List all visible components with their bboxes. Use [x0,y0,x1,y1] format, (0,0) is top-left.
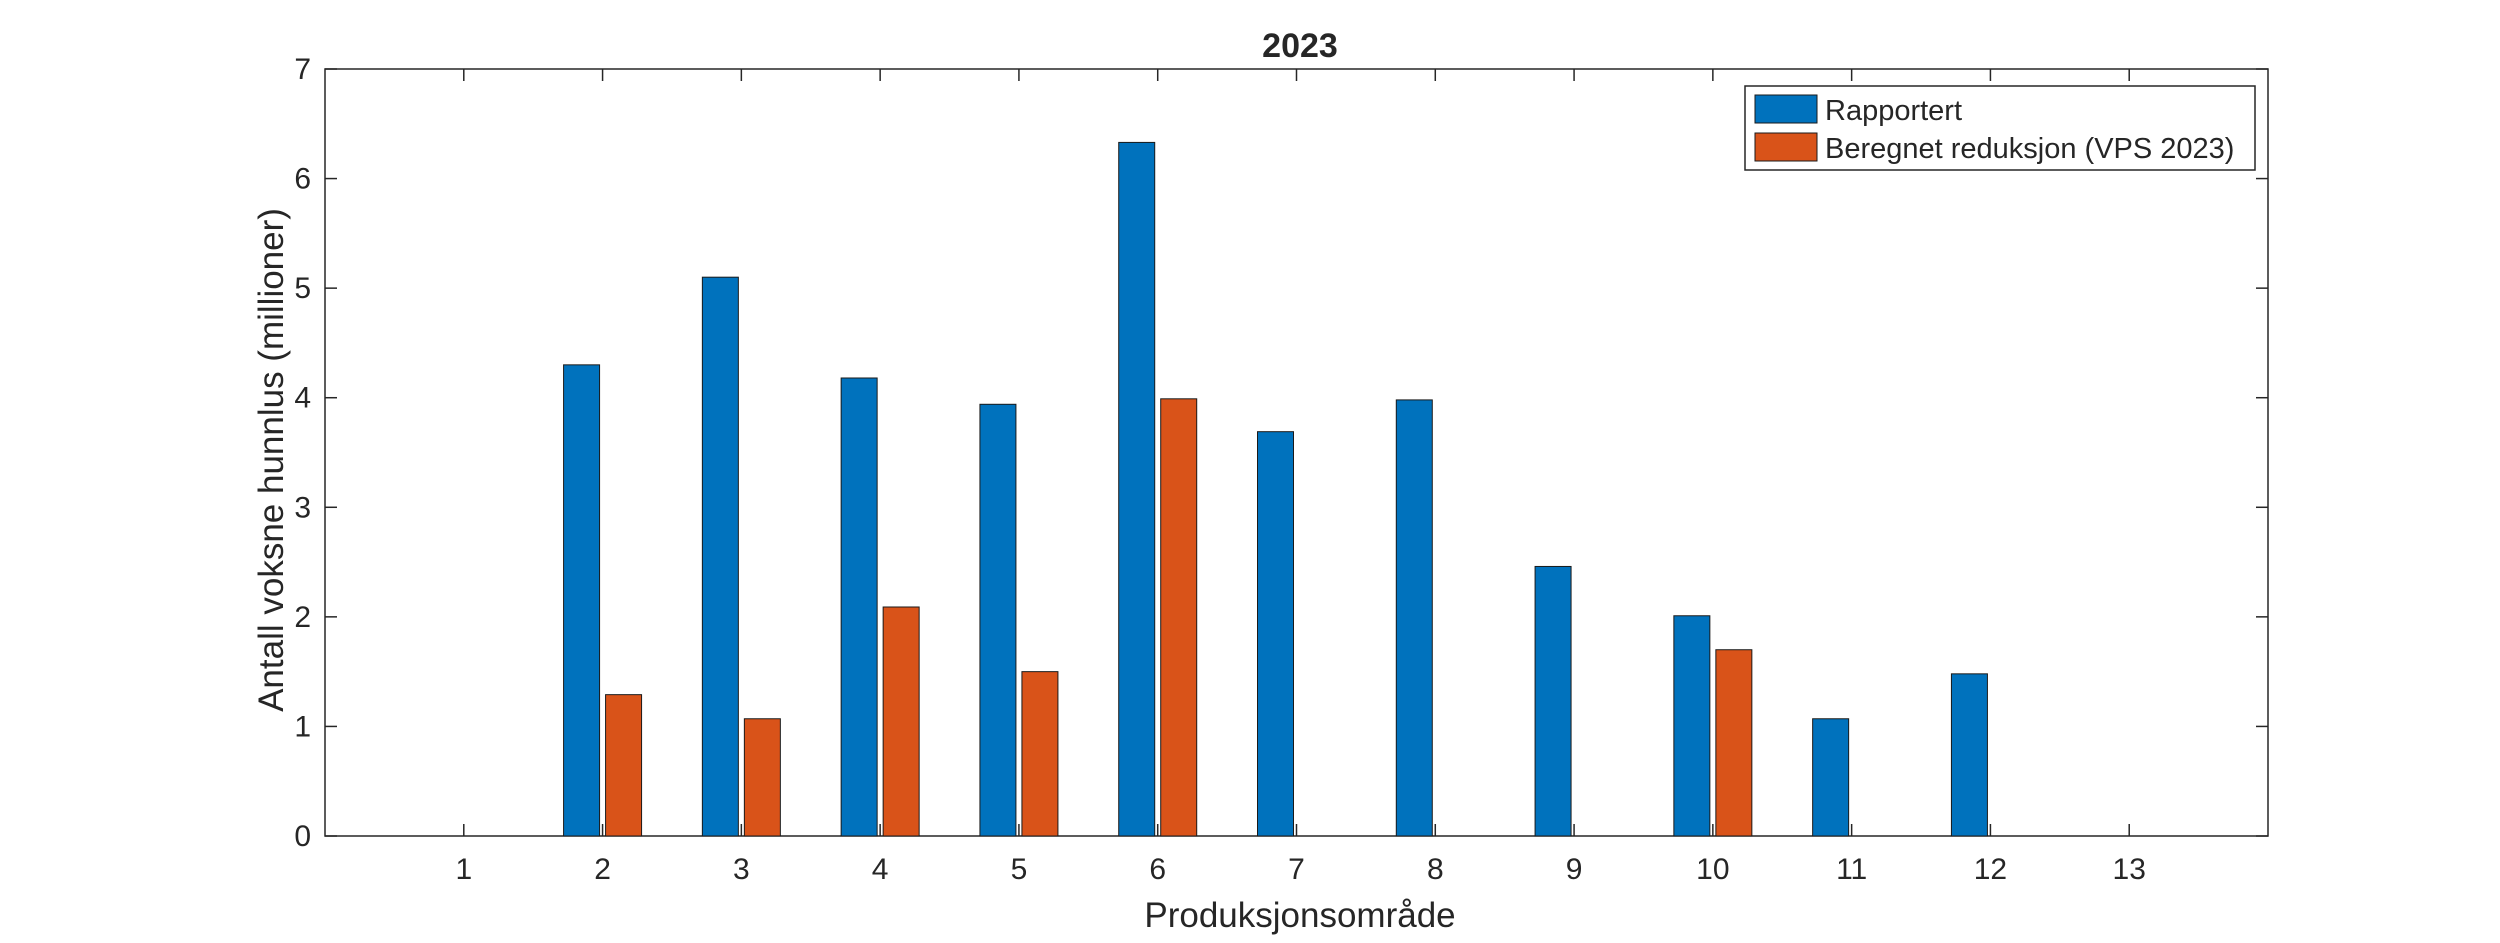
bar-rapportert-10 [1673,615,1711,837]
bar-rapportert-11 [1812,718,1850,837]
bar-rapportert-7 [1257,431,1294,837]
legend-label: Rapportert [1825,95,1962,127]
legend-box [1744,85,2256,171]
x-tick-label: 7 [1288,853,1305,886]
legend: Rapportert Beregnet reduksjon (VPS 2023) [1744,85,2256,171]
x-tick-label: 12 [1974,853,2007,886]
y-tick-label: 3 [294,491,311,524]
x-axis-label: Produksjonsområde [1144,896,1455,935]
bar-rapportert-3 [701,276,739,837]
bar-rapportert-12 [1950,673,1988,837]
bar-beregnet-reduksjon-10 [1715,649,1753,837]
y-tick-label: 2 [294,601,311,634]
y-tick-label: 0 [294,820,311,853]
y-tick-label: 4 [294,382,311,415]
y-tick-label: 6 [294,163,311,196]
y-tick-label: 1 [294,710,311,743]
legend-swatch [1754,94,1818,124]
bar-rapportert-5 [979,403,1017,837]
bar-beregnet-reduksjon-2 [605,694,643,837]
bar-beregnet-reduksjon-4 [882,606,920,837]
bar-beregnet-reduksjon-3 [743,718,781,837]
bar-rapportert-2 [563,364,601,837]
x-tick-label: 10 [1696,853,1729,886]
x-tick-label: 8 [1427,853,1444,886]
x-tick-label: 11 [1836,853,1867,886]
x-tick-label: 9 [1566,853,1583,886]
bar-rapportert-6 [1118,141,1156,837]
x-tick-label: 2 [594,853,611,886]
bar-beregnet-reduksjon-5 [1021,671,1059,837]
legend-swatch [1754,132,1818,162]
y-tick-label: 7 [294,53,311,86]
x-tick-label: 5 [1011,853,1028,886]
x-tick-label: 13 [2113,853,2146,886]
bar-rapportert-9 [1534,565,1572,837]
x-tick-label: 4 [872,853,889,886]
chart-title: 2023 [1262,27,1338,65]
bar-rapportert-4 [840,377,878,837]
x-tick-label: 1 [455,853,472,886]
bar-rapportert-8 [1395,399,1433,837]
bar-beregnet-reduksjon-6 [1160,398,1198,837]
legend-label: Beregnet reduksjon (VPS 2023) [1825,133,2234,165]
y-axis-label: Antall voksne hunnlus (millioner) [252,208,291,712]
x-tick-label: 6 [1149,853,1166,886]
x-tick-label: 3 [733,853,750,886]
y-tick-label: 5 [294,272,311,305]
